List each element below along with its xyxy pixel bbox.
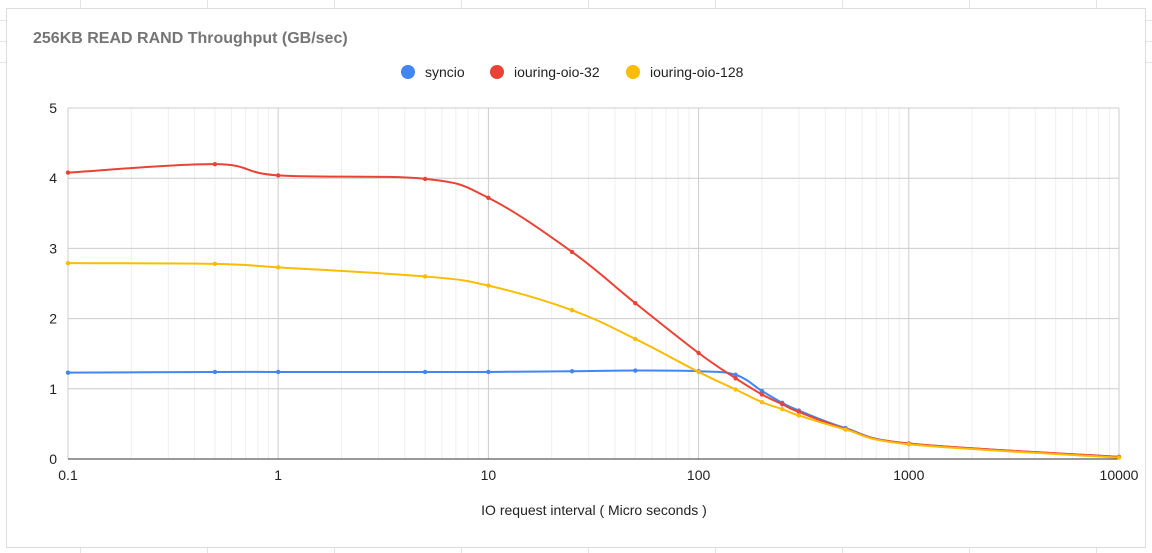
legend-item-syncio[interactable]: syncio	[401, 64, 465, 80]
chart-legend: syncio iouring-oio-32 iouring-oio-128	[0, 64, 1152, 86]
y-tick-label: 1	[49, 381, 57, 397]
data-point-iouring-oio-128[interactable]	[486, 283, 491, 288]
data-point-syncio[interactable]	[212, 369, 218, 375]
chart-card[interactable]	[6, 8, 1146, 548]
series-line-iouring-oio-128[interactable]	[67, 262, 1120, 459]
data-point-iouring-oio-128[interactable]	[633, 336, 638, 342]
data-point-iouring-oio-128[interactable]	[1116, 455, 1122, 460]
data-point-iouring-oio-128[interactable]	[733, 387, 738, 392]
data-point-iouring-oio-32[interactable]	[796, 409, 802, 415]
data-point-syncio[interactable]	[733, 372, 738, 377]
data-point-iouring-oio-128[interactable]	[780, 406, 785, 412]
legend-marker-iouring-oio-128	[626, 65, 640, 79]
data-point-iouring-oio-32[interactable]	[569, 249, 575, 255]
series-line-syncio[interactable]	[67, 369, 1120, 458]
data-point-iouring-oio-32[interactable]	[696, 350, 701, 356]
data-point-iouring-oio-128[interactable]	[796, 413, 802, 418]
data-point-iouring-oio-32[interactable]	[422, 176, 428, 182]
legend-label-iouring-oio-128: iouring-oio-128	[650, 64, 744, 80]
y-tick-label: 4	[49, 170, 57, 186]
legend-item-iouring-oio-32[interactable]: iouring-oio-32	[490, 64, 600, 80]
legend-label-syncio: syncio	[425, 64, 465, 80]
legend-item-iouring-oio-128[interactable]: iouring-oio-128	[626, 64, 743, 80]
data-point-iouring-oio-128[interactable]	[212, 261, 218, 267]
chart-title: 256KB READ RAND Throughput (GB/sec)	[33, 30, 348, 47]
data-point-syncio[interactable]	[65, 370, 71, 375]
data-point-iouring-oio-128[interactable]	[422, 274, 428, 279]
series-syncio	[65, 368, 1122, 460]
data-point-iouring-oio-32[interactable]	[276, 173, 281, 178]
data-point-syncio[interactable]	[633, 368, 638, 373]
data-point-syncio[interactable]	[569, 369, 575, 374]
data-point-iouring-oio-32[interactable]	[733, 376, 738, 381]
legend-marker-syncio	[401, 65, 415, 79]
chart-series	[65, 161, 1122, 460]
data-point-iouring-oio-32[interactable]	[486, 195, 491, 201]
data-point-syncio[interactable]	[486, 369, 491, 375]
data-point-iouring-oio-32[interactable]	[633, 300, 638, 306]
data-point-iouring-oio-128[interactable]	[276, 265, 281, 270]
data-point-iouring-oio-128[interactable]	[65, 260, 71, 266]
legend-label-iouring-oio-32: iouring-oio-32	[514, 64, 600, 80]
y-tick-label: 3	[49, 240, 57, 256]
data-point-iouring-oio-128[interactable]	[759, 399, 765, 405]
x-tick-label: 10	[481, 467, 497, 483]
data-point-iouring-oio-128[interactable]	[696, 369, 701, 375]
data-point-iouring-oio-32[interactable]	[212, 161, 218, 167]
data-point-iouring-oio-32[interactable]	[65, 170, 71, 175]
chart-gridlines	[67, 107, 1120, 460]
x-tick-label: 1000	[893, 467, 924, 483]
data-point-iouring-oio-128[interactable]	[843, 427, 848, 432]
x-tick-label: 0.1	[58, 467, 78, 483]
y-tick-label: 2	[49, 311, 57, 327]
series-line-iouring-oio-32[interactable]	[67, 163, 1120, 458]
data-point-syncio[interactable]	[759, 388, 765, 394]
data-point-syncio[interactable]	[276, 369, 281, 375]
x-tick-label: 100	[687, 467, 711, 483]
data-point-iouring-oio-128[interactable]	[906, 442, 911, 447]
series-iouring-oio-32	[65, 161, 1122, 460]
data-point-syncio[interactable]	[422, 369, 428, 375]
legend-marker-iouring-oio-32	[490, 65, 504, 79]
data-point-iouring-oio-32[interactable]	[780, 402, 785, 407]
x-tick-label: 1	[274, 467, 282, 483]
series-iouring-oio-128	[65, 260, 1122, 460]
x-tick-label: 10000	[1100, 467, 1139, 483]
data-point-iouring-oio-32[interactable]	[759, 392, 765, 397]
chart-tick-labels: 0.1 1 10 100 1000 10000 0 1 2 3 4 5	[49, 100, 1138, 483]
data-point-iouring-oio-128[interactable]	[569, 307, 575, 313]
x-axis-title: IO request interval ( Micro seconds )	[481, 502, 707, 518]
y-tick-label: 0	[49, 451, 57, 467]
y-tick-label: 5	[49, 100, 57, 116]
